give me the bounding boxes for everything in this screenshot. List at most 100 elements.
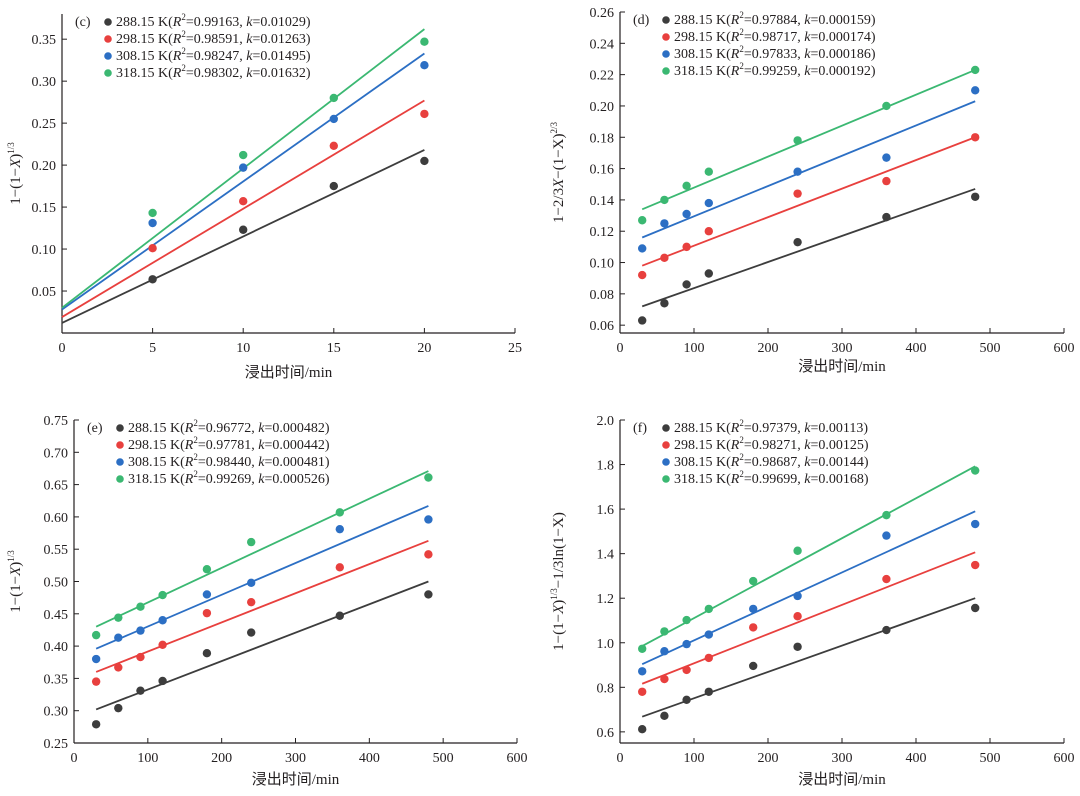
y-title-close: −(1−X) — [551, 133, 567, 178]
data-point-e-2 — [335, 524, 344, 534]
y-tick-label-f: 0.8 — [597, 681, 615, 696]
legend-r-sup: 2 — [193, 435, 198, 445]
legend-r-symbol: R — [730, 13, 740, 28]
y-tick-label-e: 0.70 — [44, 446, 69, 461]
legend-r2-value: =0.97833, — [744, 47, 804, 62]
data-point-e-3 — [136, 602, 145, 611]
legend-r-sup: 2 — [739, 44, 744, 54]
data-point-d-3 — [882, 101, 891, 111]
data-point-e-1 — [114, 663, 123, 672]
fit-line-f-2 — [641, 510, 976, 665]
data-point-c-3 — [420, 37, 429, 46]
data-point-d-0 — [704, 269, 713, 278]
x-tick-label-e: 600 — [507, 751, 528, 766]
legend-r-sup: 2 — [739, 435, 744, 445]
data-point-c-0 — [329, 181, 338, 191]
data-point-d-0 — [638, 316, 647, 325]
data-point-e-0 — [158, 676, 167, 686]
y-tick-label-f: 1.8 — [597, 459, 615, 474]
data-point-c-1 — [239, 197, 248, 206]
legend-r2-value: =0.99699, — [744, 472, 804, 487]
legend-temp: 308.15 K( — [674, 47, 731, 62]
legend-entry-d-0: 288.15 K(R2=0.97884, k=0.000159) — [674, 10, 876, 28]
y-tick-label-c: 0.20 — [32, 159, 57, 174]
legend-k-value: =0.00125) — [810, 438, 868, 453]
legend-r-sup: 2 — [739, 418, 744, 428]
y-tick-label-d: 0.16 — [590, 163, 615, 178]
data-point-d-3 — [704, 167, 713, 176]
x-tick-label-d: 400 — [906, 341, 927, 356]
y-title-main: 1−2/3 — [551, 188, 567, 223]
legend-k-symbol: k — [258, 472, 265, 487]
data-point-f-3 — [882, 510, 891, 520]
y-tick-label-f: 1.6 — [597, 503, 615, 518]
x-tick-label-f: 600 — [1054, 751, 1075, 766]
legend-k-value: =0.00144) — [810, 455, 868, 470]
y-title-main: 1−(1− — [8, 576, 24, 613]
data-point-d-2 — [638, 244, 647, 253]
y-title-tail: −1/3ln(1−X) — [551, 512, 567, 588]
legend-marker-f-1 — [662, 441, 670, 449]
legend-r-symbol: R — [730, 421, 740, 436]
legend-entry-d-3: 318.15 K(R2=0.99259, k=0.000192) — [674, 61, 876, 79]
data-point-f-3 — [793, 546, 802, 555]
data-point-d-3 — [682, 181, 691, 191]
legend-entry-c-3: 318.15 K(R2=0.98302, k=0.01632) — [116, 63, 311, 81]
legend-marker-f-0 — [662, 424, 670, 432]
x-tick-label-e: 100 — [137, 751, 158, 766]
legend-marker-c-0 — [104, 18, 112, 26]
y-tick-label-d: 0.10 — [590, 257, 615, 272]
legend-marker-e-1 — [116, 441, 124, 449]
y-tick-label-c: 0.25 — [32, 117, 57, 132]
data-point-e-3 — [247, 537, 256, 547]
legend-marker-d-2 — [662, 50, 670, 58]
data-point-c-0 — [148, 275, 157, 284]
data-point-d-2 — [682, 209, 691, 219]
data-point-f-3 — [660, 627, 669, 636]
data-point-f-2 — [682, 639, 691, 649]
x-tick-label-c: 10 — [236, 341, 250, 356]
data-point-c-2 — [148, 218, 157, 228]
legend-entry-e-2: 308.15 K(R2=0.98440, k=0.000481) — [128, 452, 330, 470]
legend-r2-value: =0.97781, — [198, 438, 258, 453]
legend-r-symbol: R — [730, 30, 740, 45]
data-point-f-2 — [638, 667, 647, 676]
legend-marker-d-3 — [662, 67, 670, 75]
y-title-sup: 1/3 — [6, 550, 16, 562]
legend-k-value: =0.000192) — [810, 64, 875, 79]
legend-entry-d-1: 298.15 K(R2=0.98717, k=0.000174) — [674, 27, 876, 45]
legend-r-sup: 2 — [193, 469, 198, 479]
y-title-close: ) — [551, 600, 567, 605]
panel-e: 0 100 200 300 400 500 600 0.25 0.30 0.35 0.40 0.45 0… — [6, 414, 528, 788]
legend-temp: 288.15 K( — [128, 421, 185, 436]
legend-entry-c-0: 288.15 K(R2=0.99163, k=0.01029) — [116, 12, 311, 30]
y-tick-label-d: 0.26 — [590, 6, 615, 21]
legend-marker-d-0 — [662, 16, 670, 24]
legend-r2-value: =0.99259, — [744, 64, 804, 79]
data-point-e-0 — [202, 649, 212, 658]
legend-r2-value: =0.99163, — [186, 15, 246, 30]
y-title-var: X — [551, 178, 567, 189]
fit-line-f-1 — [641, 551, 976, 685]
fit-line-f-3 — [641, 465, 976, 647]
data-point-f-1 — [682, 665, 691, 675]
data-point-f-1 — [660, 674, 669, 684]
legend-marker-f-3 — [662, 475, 670, 483]
data-point-c-3 — [148, 208, 157, 218]
data-point-d-1 — [682, 242, 691, 252]
data-point-e-3 — [158, 590, 167, 600]
legend-k-symbol: k — [246, 49, 253, 64]
data-point-f-0 — [749, 661, 758, 671]
data-point-d-2 — [882, 153, 891, 162]
legend-k-value: =0.01029) — [252, 15, 310, 30]
legend-r-sup: 2 — [739, 27, 744, 37]
legend-k-value: =0.000481) — [264, 455, 329, 470]
fit-line-e-0 — [95, 580, 429, 711]
y-title-var: X — [8, 158, 24, 169]
data-point-f-0 — [682, 695, 691, 704]
data-point-e-2 — [91, 654, 101, 664]
legend-temp: 318.15 K( — [674, 64, 731, 79]
y-tick-label-e: 0.45 — [44, 608, 69, 623]
data-point-d-3 — [793, 136, 802, 145]
y-axis-title-e: 1−(1−X)1/3 — [6, 550, 24, 613]
